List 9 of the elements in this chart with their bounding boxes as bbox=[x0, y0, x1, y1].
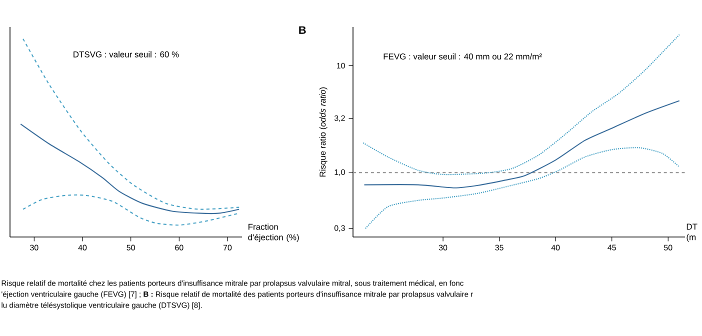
line-series bbox=[362, 34, 680, 176]
line-series bbox=[364, 147, 680, 230]
annotation: FEVG : valeur seuil : 40 mm ou 22 mm/m² bbox=[384, 53, 542, 60]
annotation: DTSVG : valeur seuil : 60 % bbox=[74, 51, 179, 58]
x-axis-title: DT (m bbox=[686, 224, 698, 242]
y-axis-title: Risque ratio (odds ratio) bbox=[319, 87, 328, 176]
x-axis-title: Fraction d'éjection (%) bbox=[248, 224, 299, 242]
line-series bbox=[364, 100, 680, 188]
chart-title: B bbox=[299, 26, 306, 34]
